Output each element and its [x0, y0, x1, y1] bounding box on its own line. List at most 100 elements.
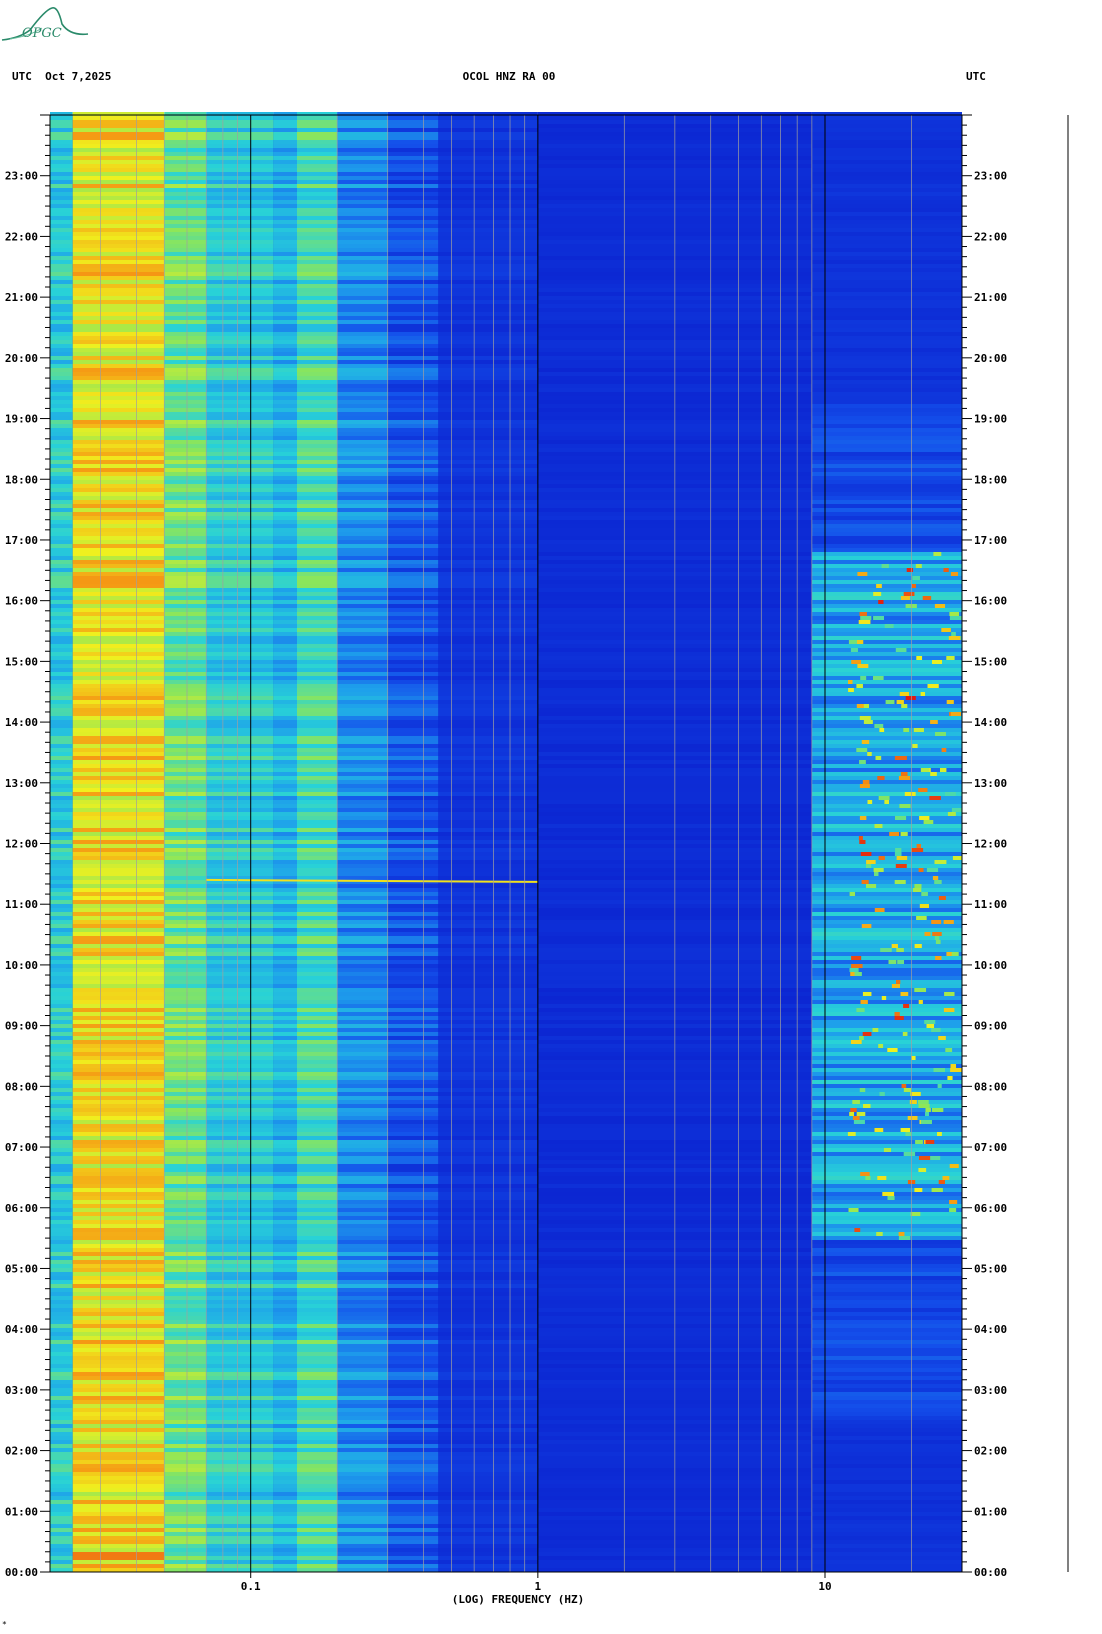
heatmap-cell: [164, 1532, 207, 1536]
heatmap-cell: [206, 1152, 274, 1156]
heatmap-cell: [387, 444, 439, 448]
heatmap-hotspot: [943, 568, 949, 572]
heatmap-cell: [273, 228, 297, 232]
heatmap-cell: [811, 552, 962, 556]
heatmap-cell: [50, 1460, 73, 1464]
heatmap-hotspot: [912, 576, 920, 580]
heatmap-cell: [297, 120, 338, 124]
heatmap-hotspot: [938, 896, 946, 900]
heatmap-hotspot: [937, 1132, 942, 1136]
heatmap-hotspot: [921, 892, 928, 896]
heatmap-cell: [206, 332, 274, 336]
heatmap-cell: [438, 796, 538, 800]
heatmap-cell: [387, 840, 439, 844]
heatmap-cell: [337, 804, 388, 808]
heatmap-cell: [50, 404, 73, 408]
heatmap-cell: [387, 808, 439, 812]
heatmap-cell: [297, 132, 338, 136]
heatmap-cell: [387, 1076, 439, 1080]
heatmap-cell: [811, 244, 962, 248]
y-tick-label-left: 14:00: [5, 716, 38, 729]
heatmap-hotspot: [874, 724, 884, 728]
heatmap-cell: [811, 1132, 962, 1136]
heatmap-cell: [273, 1244, 297, 1248]
heatmap-cell: [337, 1532, 388, 1536]
heatmap-cell: [337, 1404, 388, 1408]
heatmap-cell: [438, 1388, 538, 1392]
heatmap-cell: [164, 676, 207, 680]
heatmap-cell: [164, 1508, 207, 1512]
heatmap-hotspot: [887, 1196, 895, 1200]
heatmap-cell: [50, 704, 73, 708]
heatmap-cell: [50, 324, 73, 328]
heatmap-cell: [273, 1108, 297, 1112]
heatmap-cell: [50, 1408, 73, 1412]
heatmap-cell: [337, 988, 388, 992]
heatmap-cell: [273, 308, 297, 312]
heatmap-cell: [438, 1568, 538, 1572]
heatmap-cell: [72, 1112, 165, 1116]
heatmap-cell: [72, 1284, 165, 1288]
heatmap-cell: [72, 188, 165, 192]
heatmap-cell: [387, 832, 439, 836]
heatmap-cell: [164, 328, 207, 332]
heatmap-cell: [438, 1012, 538, 1016]
heatmap-cell: [337, 1096, 388, 1100]
heatmap-cell: [438, 1240, 538, 1244]
heatmap-cell: [337, 900, 388, 904]
heatmap-cell: [206, 808, 274, 812]
heatmap-cell: [206, 1184, 274, 1188]
heatmap-cell: [273, 1024, 297, 1028]
heatmap-cell: [337, 372, 388, 376]
heatmap-cell: [297, 572, 338, 576]
heatmap-cell: [297, 712, 338, 716]
heatmap-cell: [50, 644, 73, 648]
heatmap-cell: [337, 324, 388, 328]
heatmap-cell: [297, 312, 338, 316]
heatmap-cell: [273, 364, 297, 368]
heatmap-cell: [273, 724, 297, 728]
heatmap-cell: [50, 1004, 73, 1008]
heatmap-cell: [811, 1376, 962, 1380]
heatmap-cell: [387, 1148, 439, 1152]
heatmap-cell: [72, 204, 165, 208]
heatmap-cell: [72, 732, 165, 736]
heatmap-cell: [164, 1240, 207, 1244]
heatmap-cell: [206, 1104, 274, 1108]
heatmap-cell: [811, 820, 962, 824]
heatmap-cell: [273, 1120, 297, 1124]
heatmap-cell: [438, 924, 538, 928]
heatmap-cell: [337, 660, 388, 664]
heatmap-cell: [537, 112, 812, 116]
heatmap-cell: [337, 620, 388, 624]
heatmap-cell: [50, 624, 73, 628]
heatmap-cell: [297, 448, 338, 452]
heatmap-hotspot: [866, 864, 872, 868]
heatmap-cell: [72, 1108, 165, 1112]
heatmap-cell: [438, 1460, 538, 1464]
heatmap-cell: [438, 756, 538, 760]
heatmap-cell: [273, 612, 297, 616]
heatmap-cell: [206, 1284, 274, 1288]
heatmap-cell: [337, 132, 388, 136]
heatmap-cell: [297, 204, 338, 208]
heatmap-cell: [164, 1480, 207, 1484]
heatmap-cell: [438, 1024, 538, 1028]
heatmap-cell: [438, 272, 538, 276]
heatmap-cell: [438, 160, 538, 164]
heatmap-cell: [387, 796, 439, 800]
heatmap-hotspot: [873, 676, 884, 680]
heatmap-cell: [387, 884, 439, 888]
heatmap-cell: [273, 1184, 297, 1188]
heatmap-cell: [811, 1124, 962, 1128]
heatmap-cell: [50, 1220, 73, 1224]
heatmap-cell: [811, 1432, 962, 1436]
heatmap-cell: [50, 676, 73, 680]
heatmap-cell: [72, 1496, 165, 1500]
heatmap-cell: [273, 256, 297, 260]
heatmap-cell: [206, 1012, 274, 1016]
heatmap-cell: [387, 1132, 439, 1136]
heatmap-cell: [387, 816, 439, 820]
heatmap-cell: [50, 672, 73, 676]
heatmap-cell: [811, 1032, 962, 1036]
